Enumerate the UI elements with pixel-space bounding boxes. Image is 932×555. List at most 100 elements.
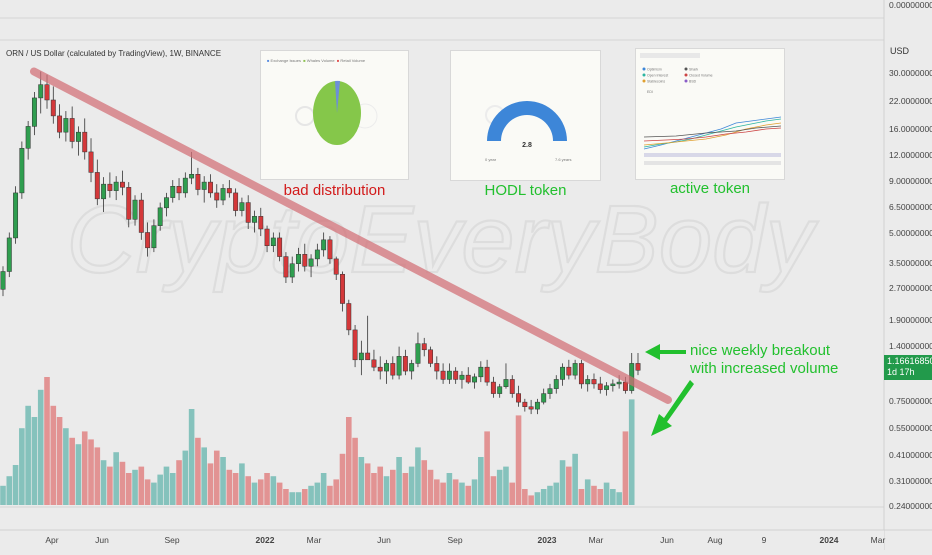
- volume-bar: [75, 444, 82, 505]
- volume-bar: [503, 466, 509, 505]
- bar-countdown: 1d 17h: [887, 367, 915, 377]
- candle-body: [578, 363, 584, 385]
- candle-body: [472, 376, 477, 383]
- inset-hodl-gauge: 2.8 0 year 7.6 years: [450, 50, 601, 181]
- volume-bar: [597, 489, 604, 505]
- gauge-chart: 2.8 0 year 7.6 years: [485, 101, 571, 162]
- price-tick-label: 1.40000000: [889, 341, 932, 351]
- time-tick-label: 2022: [256, 535, 275, 545]
- trendline[interactable]: [30, 67, 672, 404]
- candle-body: [465, 374, 471, 383]
- candle-body: [390, 363, 396, 376]
- annotation-line-1: nice weekly breakout: [690, 342, 831, 359]
- candle-body: [453, 370, 459, 380]
- candle-body: [478, 366, 484, 378]
- volume-bar: [314, 482, 321, 505]
- candle-body: [509, 379, 515, 394]
- volume-bar: [270, 476, 277, 505]
- candle-body: [296, 254, 301, 264]
- candle-body: [560, 366, 566, 380]
- candle-body: [308, 258, 314, 267]
- candle-body: [490, 381, 496, 394]
- candle-body: [31, 97, 37, 127]
- symbol-title[interactable]: ORN / US Dollar (calculated by TradingVi…: [6, 49, 222, 58]
- legend-item: EDI: [647, 90, 653, 94]
- candle-body: [459, 374, 465, 380]
- candle-body: [63, 118, 69, 133]
- time-tick-label: Jun: [660, 535, 674, 545]
- volume-bar: [125, 473, 132, 505]
- volume-bar: [566, 466, 572, 505]
- legend-item: Closed Volume: [689, 74, 713, 78]
- candle-body: [19, 148, 25, 194]
- candle-body: [591, 379, 597, 385]
- candle-body: [126, 187, 132, 220]
- price-tick-label: 22.00000000: [889, 96, 932, 106]
- legend-item: Optimism: [647, 68, 662, 72]
- candle-body: [270, 237, 276, 247]
- volume-bar: [257, 479, 264, 505]
- candle-body: [333, 258, 339, 275]
- volume-bar: [289, 492, 296, 505]
- candle-body: [371, 359, 377, 368]
- candle-body: [170, 186, 176, 198]
- volume-bar: [151, 482, 157, 505]
- time-tick-label: Mar: [871, 535, 886, 545]
- caption-active-token: active token: [669, 180, 751, 197]
- candle-body: [340, 273, 345, 304]
- volume-bar: [327, 485, 333, 505]
- candle-body: [94, 172, 100, 200]
- time-tick-label: 9: [762, 535, 767, 545]
- volume-bar: [490, 476, 497, 505]
- volume-bar: [402, 473, 409, 505]
- candle-body: [107, 183, 113, 191]
- volume-bar: [352, 437, 358, 505]
- volume-bar: [0, 485, 6, 505]
- price-tick-label: 0.75000000: [889, 396, 932, 406]
- candle-body: [635, 363, 641, 371]
- candle-body: [541, 393, 547, 403]
- candle-body: [226, 188, 232, 194]
- activity-chart: Optimism Open Interest Stablecoins Shark…: [640, 53, 782, 165]
- candle-body: [57, 115, 63, 133]
- time-tick-label: Mar: [307, 535, 322, 545]
- volume-bar: [19, 428, 25, 505]
- volume-bar: [408, 466, 415, 505]
- volume-bar: [396, 457, 402, 505]
- volume-bar: [496, 469, 503, 505]
- pie-legend: ■ Exchange Issues ■ Whales Volume ■ Reta…: [267, 58, 366, 63]
- candle-body: [239, 202, 245, 211]
- time-tick-label: Mar: [589, 535, 604, 545]
- price-tick-label: 1.90000000: [889, 315, 932, 325]
- candle-body: [195, 174, 201, 190]
- volume-bar: [119, 461, 126, 505]
- volume-bar: [94, 447, 101, 505]
- candle-body: [220, 188, 226, 201]
- volume-bar: [578, 489, 585, 505]
- annotation-line-2: with increased volume: [690, 360, 839, 377]
- volume-bar: [264, 473, 270, 505]
- candle-body: [157, 207, 163, 226]
- candle-body: [258, 216, 264, 230]
- candle-body: [264, 228, 270, 247]
- volume-bar: [509, 482, 516, 505]
- volume-bar: [603, 482, 610, 505]
- time-axis[interactable]: Apr Jun Sep 2022 Mar Jun Sep 2023 Mar Jun Aug 9 2024…: [45, 535, 885, 545]
- volume-bar: [553, 482, 560, 505]
- volume-bar: [213, 450, 220, 505]
- candle-body: [572, 363, 578, 376]
- candle-body: [321, 239, 327, 251]
- time-tick-label: 2023: [538, 535, 557, 545]
- candle-body: [6, 237, 12, 272]
- candle-body: [604, 385, 610, 390]
- candle-body: [428, 349, 433, 364]
- candle-body: [132, 199, 138, 220]
- candle-body: [182, 177, 188, 194]
- volume-bar: [591, 485, 597, 505]
- watermark: CryptoEveryBody: [67, 186, 819, 293]
- candle-body: [82, 131, 88, 153]
- price-axis[interactable]: 0.00000000 30.00000000 22.00000000 16.00000…: [889, 0, 932, 511]
- candle-body: [346, 303, 352, 331]
- candle-body: [547, 388, 553, 394]
